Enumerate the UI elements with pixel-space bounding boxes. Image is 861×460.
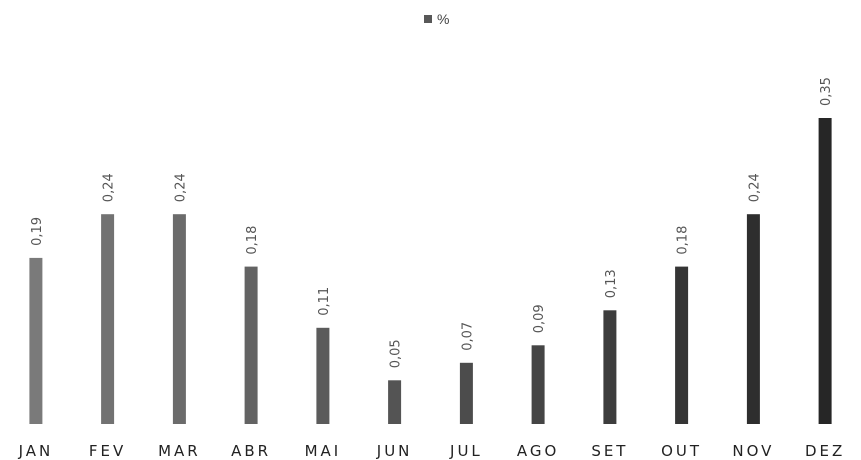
bar-jul <box>459 362 473 424</box>
bars <box>29 118 832 424</box>
data-label-set: 0,13 <box>604 269 619 298</box>
x-tick-jun: JUN <box>376 442 413 460</box>
bar-mai <box>316 327 330 424</box>
bar-nov <box>746 214 760 424</box>
bar-fev <box>101 214 115 424</box>
data-label-ago: 0,09 <box>532 304 547 333</box>
x-tick-mar: MAR <box>158 442 201 460</box>
x-tick-abr: ABR <box>231 442 271 460</box>
bar-abr <box>244 266 258 424</box>
legend-swatch <box>424 15 432 23</box>
bar-dez <box>818 118 832 424</box>
bar-jun <box>388 380 402 424</box>
x-tick-nov: NOV <box>732 442 774 460</box>
x-tick-jan: JAN <box>18 442 54 460</box>
data-label-mar: 0,24 <box>173 173 188 202</box>
bar-set <box>603 310 617 424</box>
data-label-out: 0,18 <box>676 226 691 255</box>
bar-jan <box>29 257 43 424</box>
data-label-mai: 0,11 <box>317 287 332 316</box>
x-tick-out: OUT <box>661 442 702 460</box>
data-label-jan: 0,19 <box>30 217 45 246</box>
data-label-dez: 0,35 <box>819 77 834 106</box>
x-tick-ago: AGO <box>517 442 559 460</box>
legend: % <box>424 11 449 27</box>
x-tick-fev: FEV <box>89 442 126 460</box>
bar-out <box>675 266 689 424</box>
bar-ago <box>531 345 545 424</box>
data-label-jul: 0,07 <box>460 322 475 351</box>
data-label-fev: 0,24 <box>102 173 117 202</box>
legend-label: % <box>437 11 449 27</box>
bar-mar <box>172 214 186 424</box>
x-tick-dez: DEZ <box>805 442 845 460</box>
data-label-jun: 0,05 <box>389 339 404 368</box>
x-tick-set: SET <box>591 442 628 460</box>
data-label-abr: 0,18 <box>245 226 260 255</box>
x-tick-mai: MAI <box>305 442 342 460</box>
x-tick-jul: JUL <box>449 442 483 460</box>
data-labels: 0,19 0,24 0,24 0,18 0,11 0,05 0,07 0,09 0,13 0,18… <box>30 77 834 368</box>
x-axis-ticks: JAN FEV MAR ABR MAI JUN JUL AGO SET OUT NOV DEZ <box>18 442 845 460</box>
data-label-nov: 0,24 <box>747 173 762 202</box>
